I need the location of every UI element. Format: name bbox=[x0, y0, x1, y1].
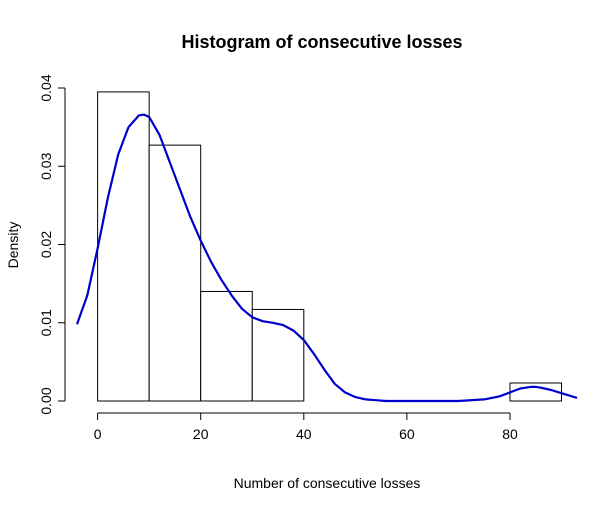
histogram-bar bbox=[509, 382, 563, 402]
y-tick-label: 0.01 bbox=[38, 309, 54, 336]
y-axis: 0.00 0.01 0.02 0.03 0.04 bbox=[38, 74, 66, 415]
x-tick-label: 60 bbox=[399, 426, 415, 442]
histogram-bars bbox=[97, 91, 563, 402]
y-tick-label: 0.00 bbox=[38, 387, 54, 414]
histogram-bar bbox=[200, 290, 253, 402]
density-curve-group bbox=[75, 113, 578, 403]
y-axis-label: Density bbox=[5, 222, 21, 269]
x-axis-label: Number of consecutive losses bbox=[234, 475, 421, 491]
chart-title: Histogram of consecutive losses bbox=[181, 32, 462, 52]
x-tick-label: 0 bbox=[94, 426, 102, 442]
y-tick-label: 0.04 bbox=[38, 74, 54, 101]
density-curve bbox=[75, 113, 578, 403]
x-tick-label: 80 bbox=[502, 426, 518, 442]
y-tick-label: 0.03 bbox=[38, 152, 54, 179]
x-axis: 0 20 40 60 80 bbox=[94, 412, 518, 442]
y-tick-label: 0.02 bbox=[38, 231, 54, 258]
histogram-bar bbox=[148, 144, 202, 402]
x-tick-label: 20 bbox=[193, 426, 209, 442]
x-tick-label: 40 bbox=[296, 426, 312, 442]
